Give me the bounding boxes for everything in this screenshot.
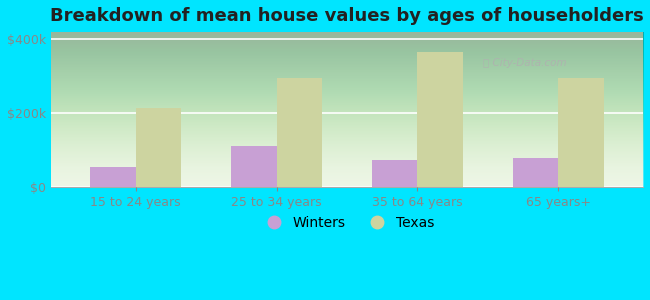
Bar (514, 158, 558, 187)
Title: Breakdown of mean house values by ages of householders: Breakdown of mean house values by ages o… (50, 7, 644, 25)
Bar (135, 108, 181, 187)
Bar (90, 167, 135, 187)
Bar (372, 160, 417, 187)
Bar (558, 78, 604, 187)
Text: Ⓢ City-Data.com: Ⓢ City-Data.com (483, 58, 566, 68)
Legend: Winters, Texas: Winters, Texas (254, 211, 440, 236)
Bar (417, 52, 463, 187)
Bar (231, 146, 276, 187)
Bar (276, 78, 322, 187)
